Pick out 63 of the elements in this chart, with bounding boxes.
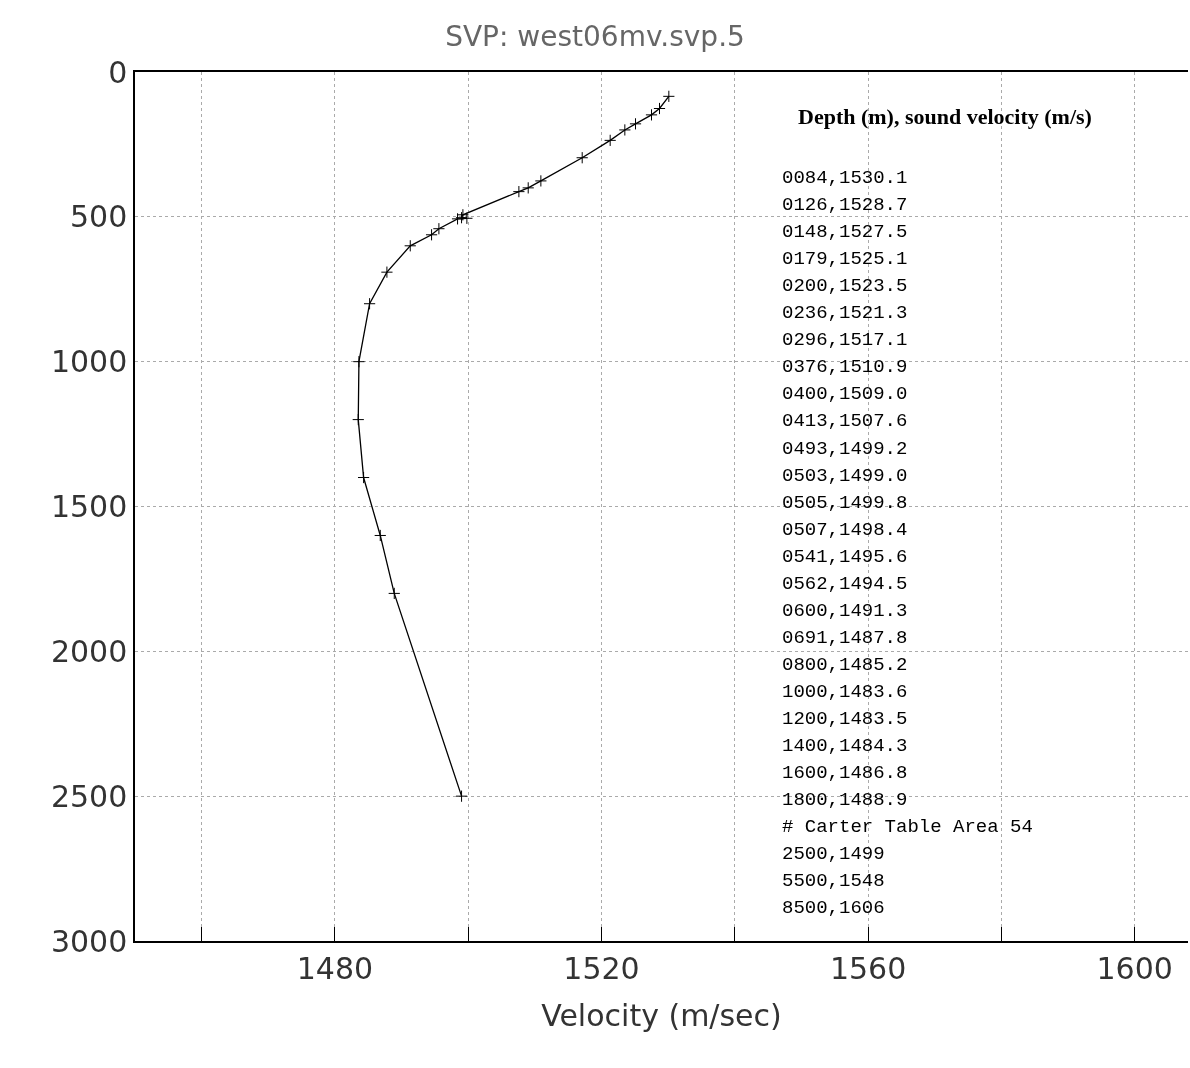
annotation: 0493,1499.2	[782, 438, 908, 460]
annotation: 0413,1507.6	[782, 410, 908, 432]
annotation: 1200,1483.5	[782, 708, 908, 730]
y-tick-label: 0	[108, 54, 128, 90]
point	[374, 529, 387, 542]
point	[522, 181, 535, 194]
x-tick-label: 1560	[829, 950, 907, 986]
point	[645, 108, 658, 121]
point	[604, 134, 617, 147]
annotation: 0400,1509.0	[782, 383, 908, 405]
annotation: 0507,1498.4	[782, 519, 908, 541]
annotation: 0503,1499.0	[782, 465, 908, 487]
point	[404, 239, 417, 252]
annotation: 1800,1488.9	[782, 789, 908, 811]
annotation: 2500,1499	[782, 843, 885, 865]
annotation: 0541,1495.6	[782, 546, 908, 568]
point	[352, 355, 366, 368]
point	[451, 212, 464, 225]
point	[662, 90, 675, 103]
annotation: 1400,1484.3	[782, 735, 908, 757]
chart-title: SVP: west06mv.svp.5	[445, 19, 745, 53]
annotation: 0179,1525.1	[782, 248, 908, 270]
annotation: 0800,1485.2	[782, 654, 908, 676]
annotation: 0200,1523.5	[782, 275, 908, 297]
annotation: 1600,1486.8	[782, 762, 908, 784]
y-tick-label: 2500	[50, 778, 128, 814]
point	[618, 123, 631, 137]
point	[629, 117, 642, 130]
annotation: 5500,1548	[782, 870, 885, 892]
annotation: 0376,1510.9	[782, 356, 908, 378]
annotation: 0236,1521.3	[782, 302, 908, 324]
annotation: 1000,1483.6	[782, 681, 908, 703]
annotation: 0084,1530.1	[782, 167, 908, 189]
annotation: # Carter Table Area 54	[782, 816, 1033, 838]
annotation: 0148,1527.5	[782, 221, 908, 243]
point	[432, 222, 445, 235]
x-axis-title: Velocity (m/sec)	[541, 997, 782, 1033]
x-tick-label: 1480	[296, 950, 374, 986]
annotation: 0600,1491.3	[782, 600, 908, 622]
annotation: Depth (m), sound velocity (m/s)	[798, 104, 1092, 129]
point	[425, 228, 438, 241]
point	[380, 266, 394, 279]
point	[352, 413, 365, 426]
point	[576, 151, 589, 164]
y-tick-label: 1500	[50, 489, 128, 524]
point	[455, 790, 468, 803]
point	[363, 297, 376, 310]
point	[388, 587, 401, 600]
point	[534, 174, 547, 188]
annotation: 8500,1606	[782, 897, 885, 919]
point	[512, 185, 525, 198]
annotation: 0126,1528.7	[782, 194, 908, 216]
y-tick-label: 3000	[50, 923, 128, 959]
point	[357, 471, 370, 484]
annotation: 0296,1517.1	[782, 329, 908, 351]
y-tick-label: 2000	[50, 633, 128, 669]
y-tick-label: 500	[69, 199, 128, 235]
x-tick-label: 1520	[563, 950, 640, 986]
annotation: 0691,1487.8	[782, 627, 908, 649]
annotation: 0505,1499.8	[782, 492, 908, 514]
x-tick-label: 1600	[1096, 950, 1173, 986]
y-tick-label: 1000	[50, 344, 128, 380]
annotation: 0562,1494.5	[782, 573, 908, 595]
